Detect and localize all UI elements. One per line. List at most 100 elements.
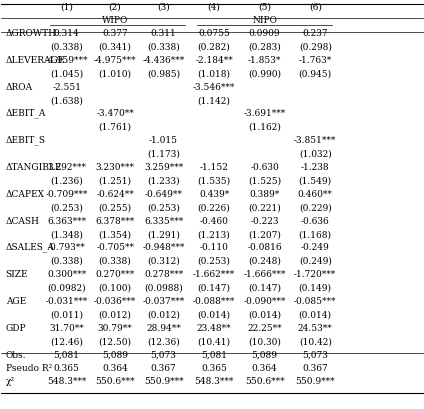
Text: (0.229): (0.229) [299,203,332,212]
Text: 550.6***: 550.6*** [95,377,135,386]
Text: (0.014): (0.014) [198,310,231,319]
Text: (1.213): (1.213) [198,229,231,238]
Text: (0.014): (0.014) [248,310,281,319]
Text: -1.152: -1.152 [200,163,229,172]
Text: 0.377: 0.377 [102,29,128,38]
Text: 28.94**: 28.94** [146,323,181,332]
Text: (12.46): (12.46) [50,337,83,346]
Text: ΔSALES_A: ΔSALES_A [6,242,54,252]
Text: SIZE: SIZE [6,270,28,279]
Text: (0.253): (0.253) [147,203,180,212]
Text: 0.270***: 0.270*** [95,270,135,279]
Text: -0.636: -0.636 [301,216,329,225]
Text: (0.149): (0.149) [298,283,332,292]
Text: 6.363***: 6.363*** [47,216,86,225]
Text: -3.470**: -3.470** [96,109,134,118]
Text: (0.012): (0.012) [99,310,131,319]
Text: -0.088***: -0.088*** [193,297,235,306]
Text: (12.36): (12.36) [147,337,180,346]
Text: 550.9***: 550.9*** [144,377,183,386]
Text: (0.338): (0.338) [50,256,83,265]
Text: (1.236): (1.236) [50,176,83,185]
Text: -1.763*: -1.763* [298,56,332,65]
Text: χ²: χ² [6,377,15,386]
Text: NIPO: NIPO [252,16,277,25]
Text: -0.630: -0.630 [250,163,279,172]
Text: 0.364: 0.364 [102,363,128,372]
Text: -4.959***: -4.959*** [45,56,88,65]
Text: (1.162): (1.162) [248,123,281,132]
Text: 30.79**: 30.79** [98,323,132,332]
Text: -0.948***: -0.948*** [142,243,185,252]
Text: -1.666***: -1.666*** [243,270,286,279]
Text: -0.624**: -0.624** [96,189,134,198]
Text: 3.292***: 3.292*** [47,163,86,172]
Text: -1.238: -1.238 [301,163,329,172]
Text: (1.173): (1.173) [147,149,180,158]
Text: (0.990): (0.990) [248,69,281,78]
Text: (0.312): (0.312) [147,256,180,265]
Text: (1): (1) [60,2,73,11]
Text: WIPO: WIPO [102,16,128,25]
Text: 6.335***: 6.335*** [144,216,183,225]
Text: (0.338): (0.338) [147,43,180,51]
Text: (1.142): (1.142) [198,96,231,105]
Text: (0.147): (0.147) [198,283,231,292]
Text: (1.761): (1.761) [99,123,131,132]
Text: (0.014): (0.014) [298,310,332,319]
Text: (0.0988): (0.0988) [144,283,183,292]
Text: 0.364: 0.364 [252,363,278,372]
Text: (1.010): (1.010) [99,69,131,78]
Text: (1.535): (1.535) [198,176,231,185]
Text: (0.221): (0.221) [248,203,281,212]
Text: -3.546***: -3.546*** [193,83,235,92]
Text: -1.853*: -1.853* [248,56,282,65]
Text: (12.50): (12.50) [99,337,131,346]
Text: (1.207): (1.207) [248,229,281,238]
Text: (0.226): (0.226) [198,203,231,212]
Text: 31.70**: 31.70** [49,323,84,332]
Text: (1.525): (1.525) [248,176,281,185]
Text: (0.253): (0.253) [50,203,83,212]
Text: ΔCASH: ΔCASH [6,216,39,225]
Text: ΔLEVERAGE: ΔLEVERAGE [6,56,65,65]
Text: (0.253): (0.253) [198,256,231,265]
Text: -3.851***: -3.851*** [294,136,336,145]
Text: -0.037***: -0.037*** [142,297,185,306]
Text: 5,073: 5,073 [302,350,328,359]
Text: 0.278***: 0.278*** [144,270,183,279]
Text: 5,081: 5,081 [54,350,80,359]
Text: 0.311: 0.311 [151,29,176,38]
Text: (0.945): (0.945) [298,69,332,78]
Text: (1.045): (1.045) [50,69,83,78]
Text: -0.649**: -0.649** [145,189,182,198]
Text: 23.48**: 23.48** [197,323,232,332]
Text: ΔEBIT_A: ΔEBIT_A [6,108,46,118]
Text: ΔGROWTH: ΔGROWTH [6,29,56,38]
Text: 548.3***: 548.3*** [195,377,234,386]
Text: 5,081: 5,081 [201,350,227,359]
Text: 0.300***: 0.300*** [47,270,86,279]
Text: 0.439*: 0.439* [199,189,229,198]
Text: (3): (3) [157,2,170,11]
Text: -0.0816: -0.0816 [247,243,282,252]
Text: -4.436***: -4.436*** [142,56,185,65]
Text: 5,089: 5,089 [252,350,278,359]
Text: (10.41): (10.41) [198,337,231,346]
Text: -1.662***: -1.662*** [193,270,235,279]
Text: -4.975***: -4.975*** [94,56,137,65]
Text: 550.9***: 550.9*** [296,377,335,386]
Text: (1.348): (1.348) [50,229,83,238]
Text: (1.032): (1.032) [299,149,332,158]
Text: (0.255): (0.255) [98,203,132,212]
Text: -2.551: -2.551 [52,83,81,92]
Text: (1.168): (1.168) [298,229,332,238]
Text: 3.259***: 3.259*** [144,163,183,172]
Text: (1.233): (1.233) [147,176,180,185]
Text: AGE: AGE [6,297,26,306]
Text: 0.237: 0.237 [302,29,328,38]
Text: 0.0909: 0.0909 [249,29,280,38]
Text: 24.53**: 24.53** [298,323,332,332]
Text: (0.011): (0.011) [50,310,83,319]
Text: (1.291): (1.291) [147,229,180,238]
